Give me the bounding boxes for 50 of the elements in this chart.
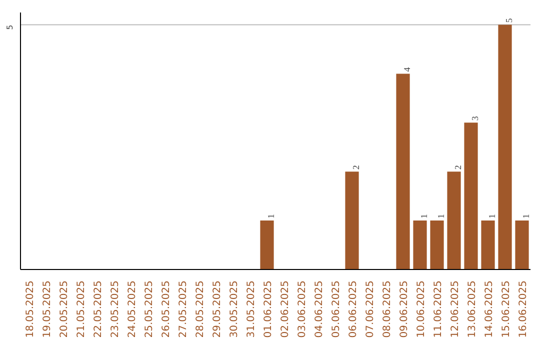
x-tick-label: 25.05.2025: [144, 280, 155, 338]
bar: [498, 24, 512, 270]
bar: [447, 172, 461, 270]
data-label: 1: [266, 214, 276, 219]
x-tick-label: 02.06.2025: [280, 280, 291, 338]
bar: [515, 220, 529, 270]
x-tick-label: 24.05.2025: [127, 280, 138, 338]
x-tick-label: 16.06.2025: [518, 280, 529, 338]
x-tick-label: 31.05.2025: [246, 280, 257, 338]
bar: [413, 220, 427, 270]
data-label: 1: [419, 214, 429, 219]
data-label: 4: [402, 66, 412, 72]
data-label: 1: [487, 214, 497, 219]
x-tick-label: 15.06.2025: [501, 280, 512, 338]
x-tick-label: 27.05.2025: [178, 280, 189, 338]
x-tick-label: 23.05.2025: [110, 280, 121, 338]
bar: [396, 74, 410, 270]
bar: [481, 220, 495, 270]
data-label: 3: [470, 116, 480, 121]
data-label: 2: [351, 165, 361, 170]
data-label: 1: [521, 214, 531, 219]
bar: [345, 172, 359, 270]
x-tick-label: 26.05.2025: [161, 280, 172, 338]
x-tick-label: 12.06.2025: [450, 280, 461, 338]
x-tick-label: 09.06.2025: [399, 280, 410, 338]
x-tick-label: 20.05.2025: [59, 280, 70, 338]
bar: [430, 220, 444, 270]
bar: [464, 122, 478, 270]
x-tick-label: 05.06.2025: [331, 280, 342, 338]
x-tick-label: 21.05.2025: [76, 280, 87, 338]
x-tick-label: 06.06.2025: [348, 280, 359, 338]
x-tick-label: 18.05.2025: [25, 280, 36, 338]
data-label: 5: [504, 18, 514, 23]
x-tick-label: 03.06.2025: [297, 280, 308, 338]
x-tick-label: 19.05.2025: [42, 280, 53, 338]
x-tick-label: 13.06.2025: [467, 280, 478, 338]
x-tick-label: 11.06.2025: [433, 280, 444, 338]
x-tick-label: 22.05.2025: [93, 280, 104, 338]
x-tick-label: 08.06.2025: [382, 280, 393, 338]
x-tick-label: 01.06.2025: [263, 280, 274, 338]
data-label: 1: [436, 214, 446, 219]
bar: [260, 220, 274, 270]
x-tick-label: 10.06.2025: [416, 280, 427, 338]
x-tick-label: 29.05.2025: [212, 280, 223, 338]
x-tick-label: 07.06.2025: [365, 280, 376, 338]
x-tick-label: 30.05.2025: [229, 280, 240, 338]
x-tick-label: 14.06.2025: [484, 280, 495, 338]
data-label: 2: [453, 165, 463, 170]
x-tick-label: 04.06.2025: [314, 280, 325, 338]
x-tick-label: 28.05.2025: [195, 280, 206, 338]
